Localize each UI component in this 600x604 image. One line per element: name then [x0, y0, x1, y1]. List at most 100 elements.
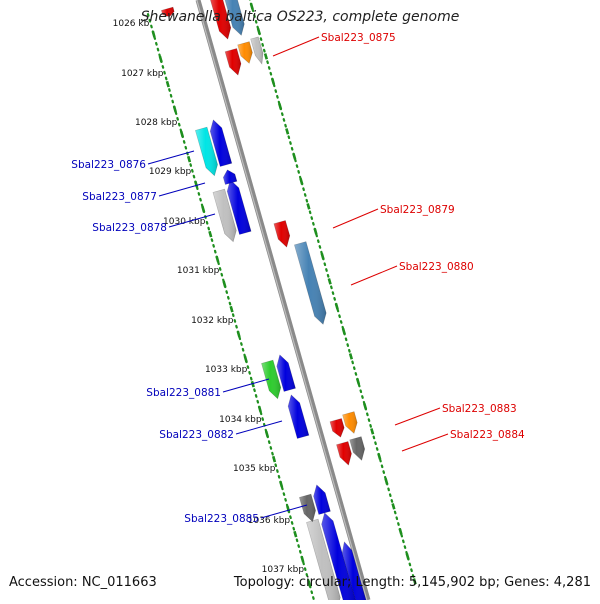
track-dash — [278, 103, 283, 110]
backbone-highlight — [196, 0, 368, 601]
leader-line — [332, 208, 379, 229]
gene-feature-unlabeled[interactable] — [224, 48, 242, 76]
ruler-tick-label: 1027 kbp — [121, 69, 164, 79]
track-dash — [243, 355, 248, 363]
track-dash — [257, 405, 262, 413]
gene-feature-sbal223_0878[interactable] — [212, 188, 237, 243]
track-dash — [186, 155, 192, 163]
track-dash — [229, 305, 234, 313]
track-dash — [285, 128, 290, 135]
gene-feature-unlabeled[interactable] — [313, 484, 331, 515]
leader-line — [158, 182, 206, 197]
ruler-tick-label: 1029 kbp — [149, 167, 192, 177]
gene-label-sbal223_0875[interactable]: Sbal223_0875 — [321, 32, 396, 44]
ruler-tick-label: 1026 kb — [113, 19, 150, 29]
gene-labels: Sbal223_0875 Sbal223_0876 Sbal223_0877 Sbal… — [71, 32, 525, 525]
plus-strand-border — [248, 0, 418, 588]
gene-feature-sbal223_0884[interactable] — [349, 436, 366, 461]
track-dash — [179, 130, 185, 138]
track-dash — [405, 553, 410, 560]
gene-label-sbal223_0882[interactable]: Sbal223_0882 — [159, 429, 234, 441]
gene-feature-sbal223_0885[interactable] — [299, 493, 316, 523]
track-dash — [165, 80, 170, 88]
gene-label-sbal223_0878[interactable]: Sbal223_0878 — [92, 222, 167, 234]
ruler-ticks: 1026 kb 1027 kbp 1028 kbp 1029 kbp 1030 kbp 1… — [113, 19, 305, 575]
track-dash — [391, 503, 396, 510]
gene-label-sbal223_0879[interactable]: Sbal223_0879 — [380, 204, 455, 216]
gene-feature-sbal223_0877[interactable] — [222, 169, 238, 185]
track-dash — [307, 580, 312, 588]
gene-feature-unlabeled[interactable] — [336, 441, 352, 466]
track-dash — [250, 380, 255, 388]
track-dash — [292, 153, 297, 160]
gene-label-sbal223_0876[interactable]: Sbal223_0876 — [71, 159, 146, 171]
track-dash — [194, 180, 199, 188]
gene-feature-unlabeled[interactable] — [209, 119, 233, 167]
leader-line — [350, 265, 398, 286]
track-dash — [222, 280, 227, 288]
leader-line — [168, 213, 216, 228]
ruler-tick-label: 1030 kbp — [163, 217, 206, 227]
track-dash — [341, 328, 346, 335]
track-dash — [300, 555, 305, 563]
gene-feature-unlabeled[interactable] — [329, 418, 345, 438]
genome-backbone — [195, 0, 371, 601]
gene-feature-sbal223_0876[interactable] — [195, 126, 218, 177]
gene-feature-sbal223_0882[interactable] — [287, 394, 310, 439]
accession-text: Accession: NC_011663 — [9, 575, 157, 590]
leader-line — [401, 433, 449, 452]
track-dash — [363, 403, 368, 410]
track-dash — [263, 53, 269, 60]
gene-feature-sbal223_0881[interactable] — [261, 359, 282, 400]
ruler-tick-label: 1028 kbp — [135, 118, 178, 128]
gene-feature-unlabeled[interactable] — [223, 0, 245, 36]
track-dash — [256, 28, 261, 35]
track-dash — [370, 428, 375, 435]
track-dash — [201, 205, 206, 213]
gene-label-sbal223_0877[interactable]: Sbal223_0877 — [82, 191, 157, 203]
feature-track-borders — [146, 0, 418, 604]
gene-feature-unlabeled[interactable] — [161, 6, 175, 18]
gene-label-sbal223_0883[interactable]: Sbal223_0883 — [442, 403, 517, 415]
track-dash — [158, 55, 163, 63]
gene-feature-sbal223_0880[interactable] — [294, 241, 327, 325]
ruler-tick-label: 1036 kbp — [248, 516, 291, 526]
track-dash — [249, 3, 254, 10]
track-dash — [348, 353, 354, 360]
gene-label-sbal223_0885[interactable]: Sbal223_0885 — [184, 513, 259, 525]
track-dash — [412, 578, 417, 585]
track-dash — [377, 453, 382, 460]
gene-label-leaders — [147, 36, 449, 519]
gene-feature-unlabeled[interactable] — [210, 0, 232, 40]
map-title: Shewanella baltica OS223, complete genom… — [140, 9, 460, 25]
track-dash — [215, 255, 220, 263]
track-dash — [293, 530, 298, 538]
ruler-tick-label: 1035 kbp — [233, 464, 276, 474]
track-dash — [286, 505, 291, 513]
gene-feature-sbal223_0875[interactable] — [237, 41, 253, 64]
gene-feature-unlabeled[interactable] — [276, 354, 296, 392]
ruler-tick-label: 1033 kbp — [205, 365, 248, 375]
gene-feature-unlabeled[interactable] — [226, 179, 252, 235]
track-dash — [327, 278, 332, 285]
gene-feature-sbal223_0883[interactable] — [342, 411, 358, 434]
backbone-line — [195, 0, 371, 601]
track-dash — [151, 30, 156, 38]
gene-feature-sbal223_0879[interactable] — [273, 220, 291, 248]
leader-line — [260, 504, 308, 519]
gene-label-sbal223_0880[interactable]: Sbal223_0880 — [399, 261, 474, 273]
gene-label-sbal223_0881[interactable]: Sbal223_0881 — [146, 387, 221, 399]
track-dash — [208, 230, 213, 238]
track-dash — [270, 78, 276, 85]
gene-feature-unlabeled[interactable] — [250, 36, 264, 65]
gene-label-sbal223_0884[interactable]: Sbal223_0884 — [450, 429, 525, 441]
track-dash — [320, 253, 325, 260]
leader-line — [147, 150, 195, 165]
ruler-tick-label: 1034 kbp — [219, 415, 262, 425]
leader-line — [394, 407, 441, 426]
genome-summary-text: Topology: circular; Length: 5,145,902 bp… — [233, 575, 591, 590]
track-dash — [384, 478, 389, 485]
track-dash — [355, 378, 361, 385]
